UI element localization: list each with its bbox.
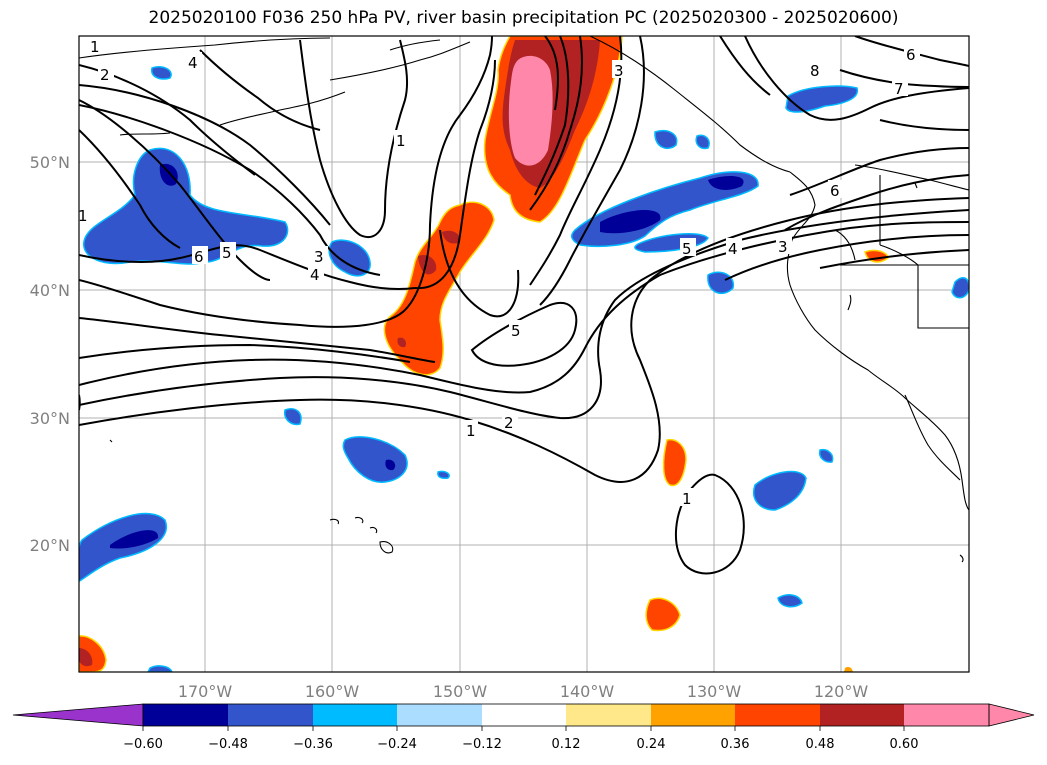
pv-contour-label: 6 — [830, 182, 840, 200]
lon-tick-label: 150°W — [433, 682, 488, 701]
colorbar-segment — [820, 704, 904, 726]
colorbar-over-triangle — [988, 703, 1035, 727]
lat-tick-label: 50°N — [30, 153, 70, 172]
lat-tick-label: 30°N — [30, 409, 70, 428]
pv-contour-label: 5 — [682, 240, 692, 258]
pv-contour-label: 1 — [78, 207, 88, 225]
colorbar-tick-label: 0.60 — [890, 737, 919, 752]
colorbar-tick-label: 0.24 — [637, 737, 666, 752]
pv-contour-label: 5 — [222, 244, 232, 262]
colorbar-segment — [228, 704, 313, 726]
colorbar-tick-label: −0.12 — [462, 737, 502, 752]
lat-tick-label: 20°N — [30, 536, 70, 555]
lon-tick-label: 160°W — [305, 682, 360, 701]
pv-contour-label: 3 — [778, 238, 788, 256]
negative-precip-areas — [79, 66, 969, 672]
pv-contour-label: 5 — [511, 322, 521, 340]
pv-contour-label: 4 — [188, 54, 198, 72]
gridlines — [79, 36, 969, 672]
colorbar: −0.60 −0.48 −0.36 −0.24 −0.12 0.12 0.24 … — [12, 703, 1035, 752]
lon-tick-label: 140°W — [560, 682, 615, 701]
lon-tick-label: 130°W — [687, 682, 742, 701]
pv-contour-label: 3 — [314, 248, 324, 266]
pv-contour-label: 8 — [810, 62, 820, 80]
pv-contour-label: 4 — [310, 266, 320, 284]
lat-tick-label: 40°N — [30, 281, 70, 300]
pv-contour-labels: 1 2 1 3 4 5 6 5 3 4 5 6 8 6 — [78, 36, 920, 508]
colorbar-segment — [904, 704, 989, 726]
pv-contour-label: 6 — [906, 46, 916, 64]
pv-contour-label: 6 — [194, 248, 204, 266]
colorbar-segment — [313, 704, 397, 726]
colorbar-tick-label: −0.60 — [123, 737, 163, 752]
colorbar-segment — [397, 704, 482, 726]
positive-precip-areas — [79, 36, 889, 672]
pv-contour-label: 1 — [682, 490, 692, 508]
colorbar-segment — [482, 704, 566, 726]
latitude-labels: 50°N 40°N 30°N 20°N — [30, 153, 70, 555]
colorbar-under-triangle — [12, 703, 144, 727]
map-title: 2025020100 F036 250 hPa PV, river basin … — [148, 8, 899, 28]
colorbar-tick-label: −0.36 — [293, 737, 333, 752]
lon-tick-label: 120°W — [814, 682, 869, 701]
pv-contour-label: 1 — [466, 422, 476, 440]
colorbar-tick-label: 0.48 — [806, 737, 835, 752]
colorbar-segment — [566, 704, 651, 726]
colorbar-tick-label: −0.24 — [377, 737, 417, 752]
colorbar-segment — [735, 704, 820, 726]
map-frame — [78, 35, 970, 673]
pv-contour-label: 1 — [90, 38, 100, 56]
pv-contour-label: 2 — [504, 414, 514, 432]
colorbar-tick-label: −0.48 — [208, 737, 248, 752]
pv-contour-label: 2 — [100, 66, 110, 84]
colorbar-segment — [143, 704, 228, 726]
longitude-labels: 170°W 160°W 150°W 140°W 130°W 120°W — [178, 682, 869, 701]
colorbar-tick-label: 0.12 — [552, 737, 581, 752]
pv-contour-label: 4 — [728, 240, 738, 258]
pv-contours — [79, 36, 969, 575]
colorbar-tick-label: 0.36 — [721, 737, 750, 752]
colorbar-segment — [651, 704, 735, 726]
lon-tick-label: 170°W — [178, 682, 233, 701]
pv-contour-label: 7 — [894, 80, 904, 98]
pv-contour-label: 1 — [396, 132, 406, 150]
pv-contour-label: 3 — [614, 62, 624, 80]
